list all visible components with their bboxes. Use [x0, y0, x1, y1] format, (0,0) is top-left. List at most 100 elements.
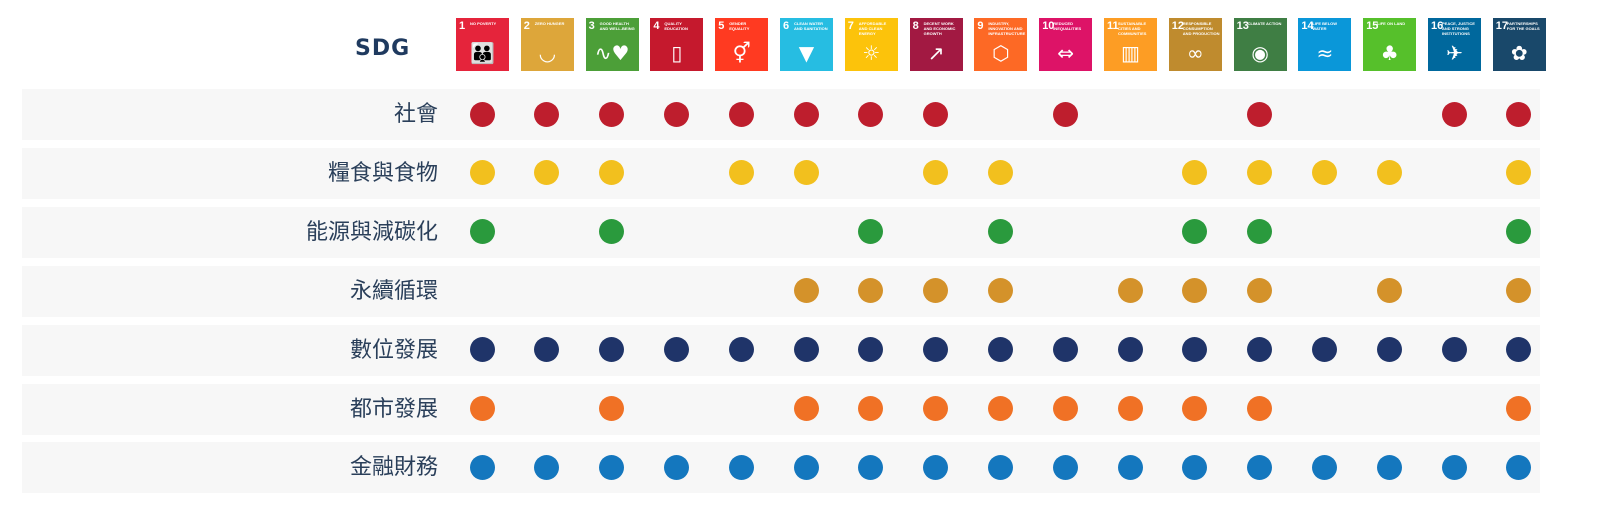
sdg-number: 13: [1236, 20, 1249, 32]
sdg-number: 17: [1495, 20, 1509, 32]
sdg-tile-15: 15 Life on Land ♣: [1363, 18, 1417, 71]
dot-row5-sdg17: [1506, 337, 1532, 363]
row-label: 糧食與食物: [327, 160, 438, 186]
sdg-title: Clean Water and Sanitation: [794, 21, 828, 31]
dot-row1-sdg5: [728, 101, 754, 127]
dot-row1-sdg13: [1247, 101, 1273, 127]
dot-row1-sdg1: [469, 101, 495, 127]
dot-row1-sdg16: [1441, 101, 1467, 127]
dot-row7-sdg2: [534, 454, 560, 480]
dot-row5-sdg6: [793, 337, 819, 363]
row-band: [22, 206, 1540, 258]
dot-row7-sdg9: [987, 454, 1013, 480]
dot-row3-sdg12: [1182, 219, 1208, 245]
dot-row7-sdg11: [1117, 454, 1143, 480]
sdg-tile-9: 9 Industry, Innovation and Infrastructure…: [974, 18, 1028, 71]
sdg-title: Zero Hunger: [534, 21, 565, 26]
bowl-icon: ◡: [538, 41, 557, 65]
dot-row5-sdg14: [1311, 337, 1337, 363]
tree-icon: ♣: [1380, 41, 1399, 65]
dot-row5-sdg5: [728, 337, 754, 363]
cubes-icon: ⬡: [992, 41, 1010, 65]
sdg-tile-5: 5 Gender Equality ⚥: [715, 18, 769, 71]
row-label: 都市發展: [349, 396, 438, 422]
dot-row6-sdg12: [1182, 396, 1208, 421]
dot-row2-sdg14: [1311, 160, 1337, 186]
dot-row2-sdg12: [1182, 160, 1208, 186]
book-icon: ▯: [671, 41, 683, 65]
dot-row3-sdg3: [599, 219, 625, 245]
sdg-tile-16: 16 Peace, Justice and Strong Institutions…: [1428, 18, 1481, 71]
sdg-number: 1: [459, 20, 466, 32]
sdg-title: Life Below Water: [1312, 21, 1338, 31]
dot-row6-sdg9: [987, 396, 1013, 421]
dot-row6-sdg1: [469, 396, 495, 421]
sdg-title: Life on Land: [1377, 21, 1406, 26]
dot-row3-sdg17: [1506, 219, 1532, 245]
sdg-tile-10: 10 Reduced Inequalities ⇔: [1039, 18, 1093, 71]
heartbeat-icon: ∿♥: [594, 41, 630, 65]
dot-row5-sdg15: [1376, 337, 1402, 363]
sdg-tile-14: 14 Life Below Water ≈: [1298, 18, 1352, 71]
dot-row5-sdg12: [1182, 337, 1208, 363]
sdg-title: Decent Work and Economic Growth: [923, 21, 956, 36]
dot-row1-sdg17: [1506, 101, 1532, 127]
family-icon: 👪: [470, 41, 495, 65]
dot-row7-sdg16: [1441, 454, 1467, 480]
dot-row2-sdg13: [1247, 160, 1273, 186]
sdg-header: SDG: [355, 36, 411, 61]
row-band: [22, 147, 1540, 199]
dot-row2-sdg15: [1376, 160, 1402, 186]
dot-row6-sdg8: [923, 396, 949, 421]
sdg-title: Quality Education: [664, 21, 688, 31]
dot-row6-sdg3: [599, 396, 625, 421]
sdg-number: 10: [1042, 20, 1055, 32]
row-band: [22, 324, 1540, 376]
dot-row1-sdg8: [923, 101, 949, 127]
sdg-tile-3: 3 Good Health and Well-Being ∿♥: [585, 18, 639, 71]
sdg-title: Responsible Consumption and Production: [1182, 21, 1220, 36]
sdg-tile-17: 17 Partnerships for the Goals ✿: [1492, 18, 1546, 71]
equal-arrows-icon: ⇔: [1057, 41, 1075, 65]
dot-row7-sdg4: [663, 454, 689, 480]
row-band: [22, 442, 1540, 494]
dot-row3-sdg9: [987, 219, 1013, 245]
dot-row5-sdg8: [923, 337, 949, 363]
sdg-tile-8: 8 Decent Work and Economic Growth ↗: [909, 18, 963, 71]
sdg-number: 3: [588, 20, 595, 32]
sdg-number: 16: [1431, 20, 1444, 32]
eye-globe-icon: ◉: [1251, 41, 1269, 65]
sdg-title: Industry, Innovation and Infrastructure: [988, 21, 1026, 36]
dot-row2-sdg8: [923, 160, 949, 186]
dot-row4-sdg13: [1247, 278, 1273, 304]
row-label: 數位發展: [349, 337, 438, 363]
dot-row5-sdg7: [858, 337, 884, 363]
dot-row3-sdg1: [469, 219, 495, 245]
rings-icon: ✿: [1510, 41, 1528, 65]
row-label: 社會: [393, 102, 438, 127]
dot-row6-sdg10: [1052, 396, 1078, 421]
dot-row7-sdg17: [1506, 454, 1532, 480]
sdg-tile-13: 13 Climate Action ◉: [1233, 18, 1287, 71]
sdg-tile-1: 1 No Poverty 👪: [456, 18, 509, 71]
sdg-tile-6: 6 Clean Water and Sanitation ▼: [780, 18, 833, 71]
sdg-number: 9: [977, 20, 984, 32]
dot-row5-sdg2: [534, 337, 560, 363]
sdg-number: 14: [1301, 20, 1314, 32]
dot-row2-sdg9: [987, 160, 1013, 186]
dove-icon: ✈: [1446, 41, 1463, 65]
dot-row4-sdg11: [1117, 278, 1143, 304]
dot-row7-sdg13: [1247, 454, 1273, 480]
sdg-tile-7: 7 Affordable and Clean Energy ☼: [844, 18, 898, 71]
sdg-tile-12: 12 Responsible Consumption and Production…: [1168, 18, 1222, 71]
dot-row1-sdg10: [1052, 101, 1078, 127]
row-band: [22, 89, 1540, 140]
sdg-number: 4: [653, 20, 660, 32]
infinity-icon: ∞: [1186, 41, 1204, 65]
dot-row7-sdg5: [728, 454, 754, 480]
sdg-title: Peace, Justice and Strong Institutions: [1442, 21, 1475, 36]
dot-row4-sdg7: [858, 278, 884, 304]
dot-row1-sdg4: [663, 101, 689, 127]
dot-row2-sdg6: [793, 160, 819, 186]
dot-row2-sdg3: [599, 160, 625, 186]
